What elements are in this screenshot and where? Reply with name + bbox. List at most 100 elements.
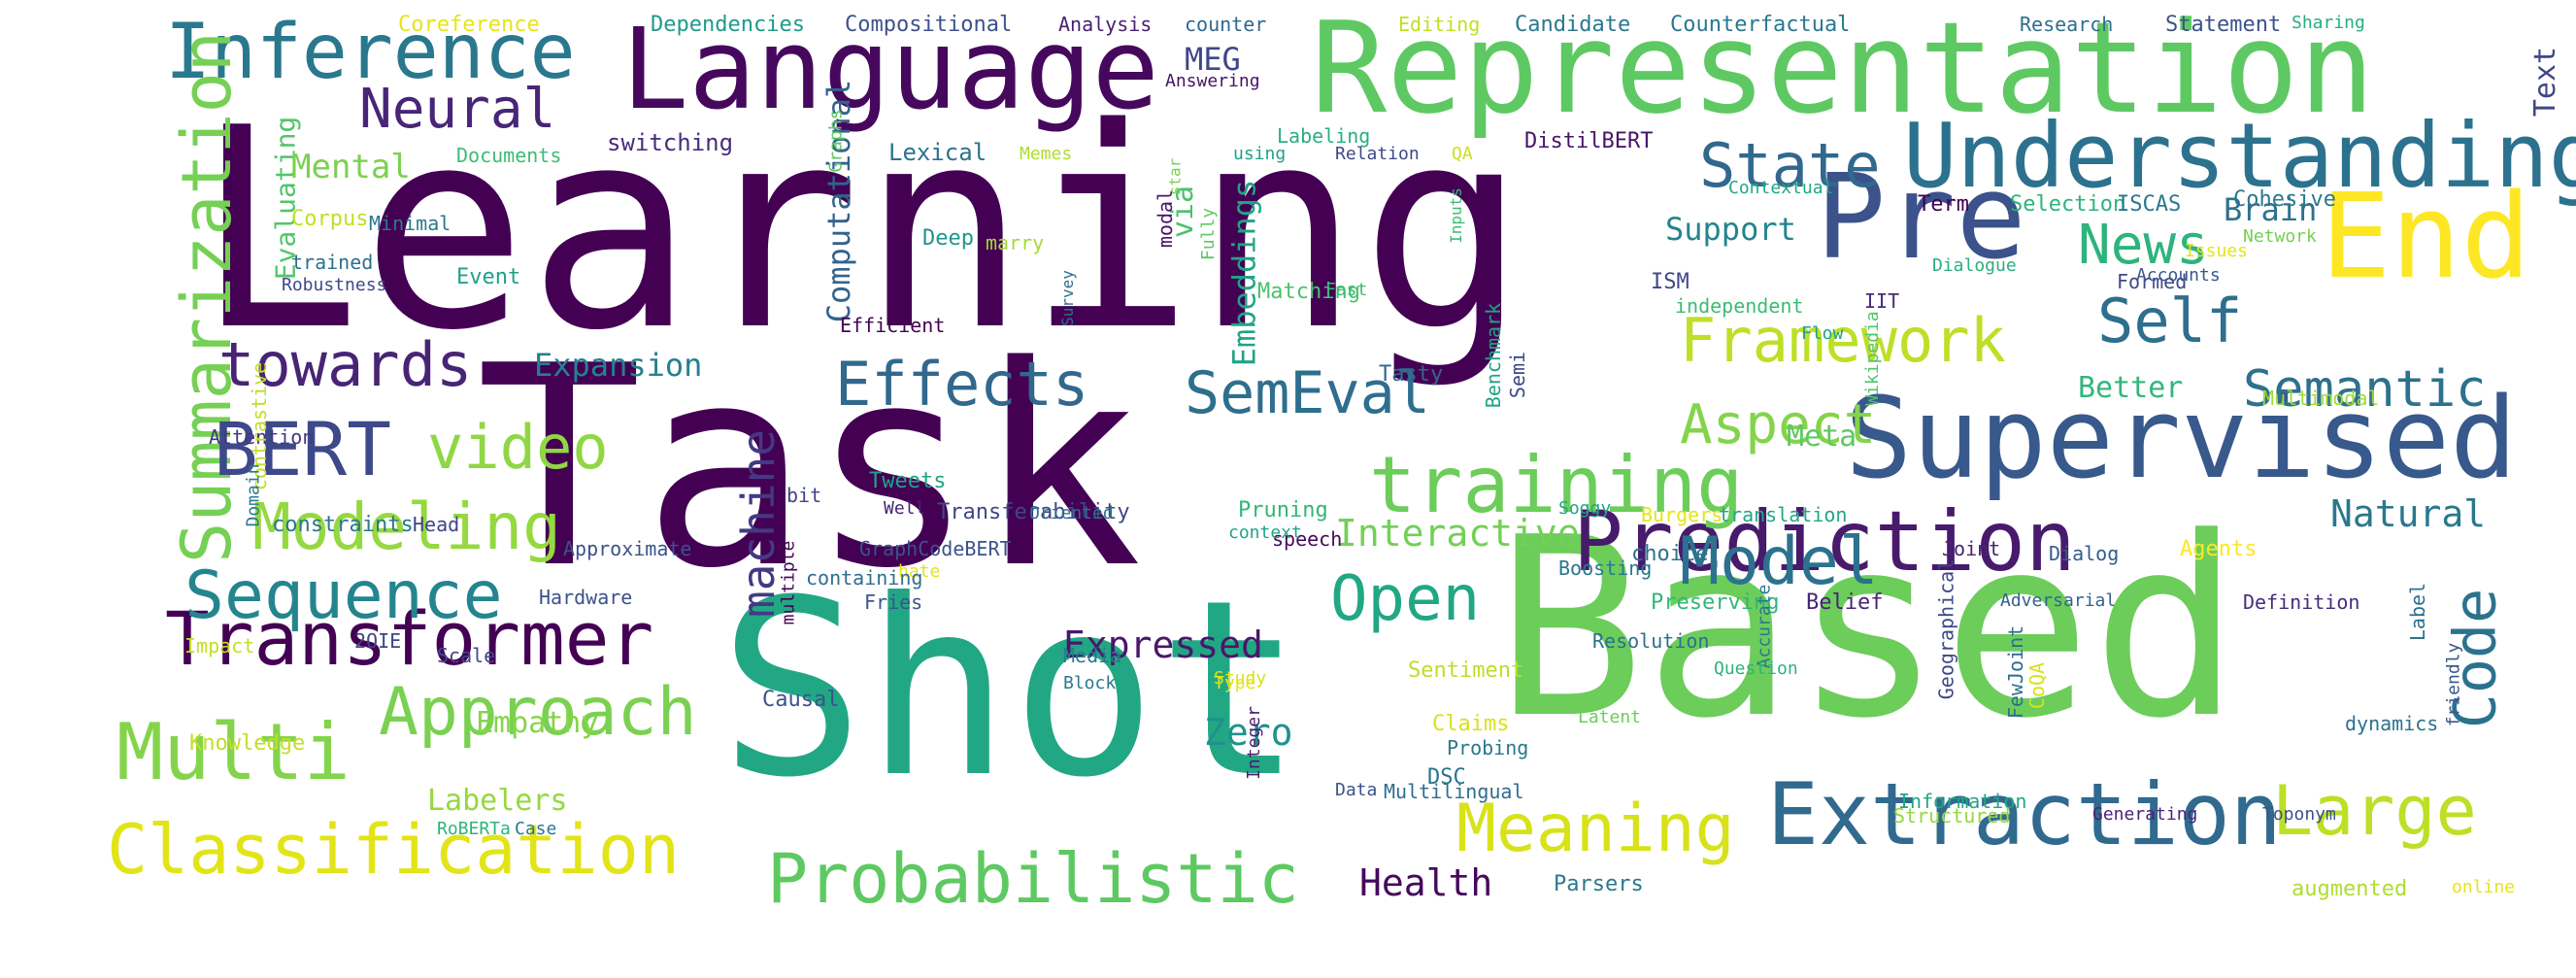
word: Formed xyxy=(2117,270,2188,293)
word: Data xyxy=(1335,780,1378,800)
word: Embeddings xyxy=(1225,179,1263,366)
word: Contextual xyxy=(1728,178,1834,198)
word: counter xyxy=(1185,13,1267,36)
word: Approximate xyxy=(563,537,692,560)
word: Matching xyxy=(1257,280,1360,304)
word: Task xyxy=(476,307,1143,629)
word: Interactive xyxy=(1335,512,1580,555)
word: machine xyxy=(731,429,785,618)
word: Answering xyxy=(1165,71,1260,91)
word: Modeling xyxy=(252,489,561,564)
word: Flow xyxy=(1801,323,1844,344)
word: Based xyxy=(1495,485,2241,773)
word: Health xyxy=(1359,861,1493,904)
word: Shot xyxy=(719,548,1304,830)
word: video xyxy=(427,412,609,483)
word: Transferability xyxy=(937,500,1130,524)
word: Probabilistic xyxy=(767,839,1299,919)
word: Classification xyxy=(107,810,681,890)
word: CoQA xyxy=(2025,661,2050,709)
word: Wikipedia xyxy=(1861,311,1883,406)
word: Better xyxy=(2078,371,2184,405)
word: Case xyxy=(515,819,557,839)
word: Accounts xyxy=(2136,265,2221,286)
word: Sentiment xyxy=(1408,658,1524,683)
word: BERT xyxy=(214,406,392,492)
word: Learning xyxy=(194,69,1527,391)
word: Mental xyxy=(291,148,411,186)
word: Scale xyxy=(437,644,496,667)
word: Effects xyxy=(835,349,1089,420)
word: Candidate xyxy=(1515,13,1631,37)
word: towards xyxy=(218,329,473,400)
word: Well xyxy=(884,498,926,519)
word: Geographical xyxy=(1934,558,1958,700)
word: Type xyxy=(1214,673,1256,693)
word: Knowledge xyxy=(189,731,306,756)
word: QA xyxy=(1452,144,1473,164)
word: Issues xyxy=(2185,241,2249,261)
word: Empathy xyxy=(476,706,599,740)
word: Open xyxy=(1330,563,1481,635)
word: Hardware xyxy=(539,586,633,609)
word: Resolution xyxy=(1592,629,1710,653)
word: Pruning xyxy=(1238,498,1328,523)
word: GraphCodeBERT xyxy=(859,537,1012,560)
word: Network xyxy=(2243,226,2317,247)
word: Prediction xyxy=(1573,493,2076,590)
word: augmented xyxy=(2292,877,2408,901)
word: switching xyxy=(607,129,734,156)
word: dynamics xyxy=(2345,712,2439,735)
word: Belief xyxy=(1806,590,1884,615)
word: Study xyxy=(1214,668,1267,689)
word: Impact xyxy=(184,634,255,658)
word: Oriented xyxy=(1029,503,1114,523)
word: friendly xyxy=(2443,642,2464,726)
word: Accurate xyxy=(1754,584,1775,668)
word: Causal xyxy=(762,688,840,712)
word: Term xyxy=(1918,192,1969,217)
word: MEG xyxy=(1185,41,1241,78)
word: Dialogue xyxy=(1932,255,2017,276)
word: Language xyxy=(621,5,1159,135)
word: Understanding xyxy=(1903,104,2576,208)
word: Memes xyxy=(1020,144,1073,164)
word: Supervised xyxy=(1845,374,2518,504)
word: Self xyxy=(2097,286,2243,356)
word: Block xyxy=(1063,673,1117,693)
word: Expressed xyxy=(1063,624,1263,666)
word: Multilingual xyxy=(1384,780,1524,803)
word: translation xyxy=(1719,503,1848,526)
word: IIT xyxy=(1864,289,1900,313)
word: Label xyxy=(2406,582,2430,641)
word: training xyxy=(1369,440,1744,530)
word: Text xyxy=(2528,46,2563,117)
word: Tasty xyxy=(1379,362,1444,387)
word: Expansion xyxy=(534,347,703,384)
word: Analysis xyxy=(1058,13,1153,36)
word: hate xyxy=(898,561,941,582)
word: Efficient xyxy=(840,314,946,337)
word: Information xyxy=(1898,790,2027,813)
word: End xyxy=(2321,170,2531,305)
word: Semantic xyxy=(2243,360,2487,419)
word: Agents xyxy=(2180,537,2258,561)
word: DSC xyxy=(1427,765,1466,790)
word: Event xyxy=(456,265,521,289)
word: Adversarial xyxy=(2000,590,2117,611)
word: Multimodal xyxy=(2262,387,2380,410)
word: Extraction xyxy=(1767,764,2282,864)
word: Labelers xyxy=(427,784,568,818)
word: bit xyxy=(786,484,822,507)
word: Research xyxy=(2020,13,2114,36)
word: Boosting xyxy=(1558,556,1653,580)
word: Attention xyxy=(209,425,315,449)
word: containing xyxy=(806,566,923,590)
word: Soggy xyxy=(1558,498,1612,519)
word: Parsers xyxy=(1554,872,1644,896)
word: Neural xyxy=(359,78,556,141)
word: Fully xyxy=(1198,207,1220,260)
word: Relation xyxy=(1335,144,1420,164)
word: 2OIE xyxy=(354,629,402,653)
